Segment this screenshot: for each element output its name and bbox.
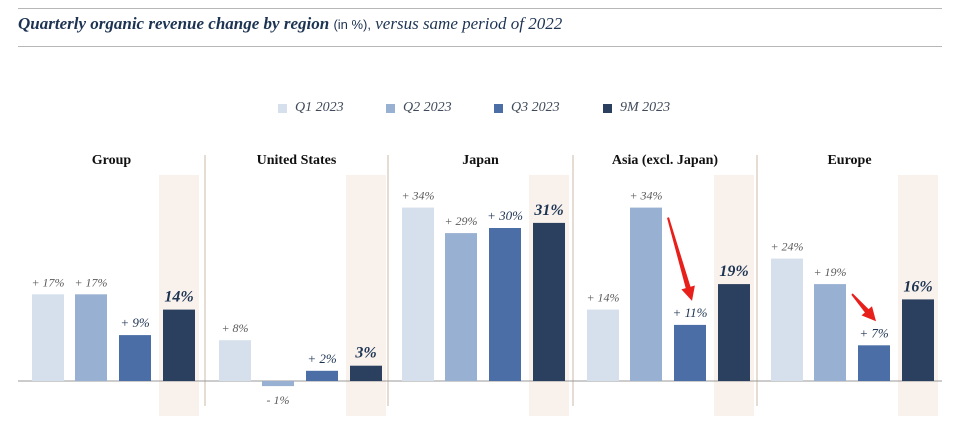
bar-1-0 — [219, 340, 251, 381]
bar-3-0 — [587, 309, 619, 381]
chart-title-suffix: versus same period of 2022 — [375, 14, 563, 33]
legend-item-q3: Q3 2023 — [494, 100, 560, 116]
bar-2-3 — [533, 222, 565, 381]
data-label-1-2: + 2% — [307, 351, 337, 366]
panel-title-4: Europe — [827, 153, 871, 168]
data-label-2-3: 31% — [533, 202, 563, 219]
data-label-4-0: + 24% — [770, 240, 803, 254]
bar-2-1 — [445, 233, 477, 381]
data-label-2-1: + 29% — [444, 214, 477, 228]
bar-2-0 — [402, 207, 434, 381]
data-label-4-3: 16% — [903, 278, 932, 295]
data-label-1-0: + 8% — [221, 321, 248, 335]
data-label-0-1: + 17% — [74, 275, 107, 289]
data-label-1-1: - 1% — [267, 393, 290, 407]
data-label-3-2: + 11% — [673, 305, 708, 320]
legend-item-q2: Q2 2023 — [386, 100, 452, 116]
data-label-3-3: 19% — [719, 263, 748, 280]
bar-4-3 — [902, 299, 934, 381]
panel-title-3: Asia (excl. Japan) — [612, 153, 719, 168]
chart-title-unit: (in %), — [333, 17, 371, 32]
data-label-4-1: + 19% — [813, 265, 846, 279]
bar-0-3 — [163, 309, 195, 381]
data-label-3-1: + 34% — [629, 189, 662, 203]
bar-2-2 — [489, 228, 521, 381]
bar-1-2 — [306, 370, 338, 381]
bar-0-0 — [32, 294, 64, 381]
bar-0-2 — [119, 335, 151, 381]
panel-title-0: Group — [92, 153, 132, 168]
bar-1-1 — [262, 381, 294, 387]
chart-title: Quarterly organic revenue change by regi… — [18, 14, 562, 34]
bar-4-2 — [858, 345, 890, 381]
chart-title-main: Quarterly organic revenue change by regi… — [18, 14, 330, 33]
data-label-0-3: 14% — [164, 289, 193, 306]
data-label-0-0: + 17% — [31, 275, 64, 289]
bar-4-0 — [771, 258, 803, 381]
title-rule — [18, 46, 942, 47]
annotation-arrow-1 — [851, 293, 876, 322]
legend-label-q3: Q3 2023 — [511, 100, 560, 115]
bar-1-3 — [350, 365, 382, 381]
data-label-2-0: + 34% — [401, 189, 434, 203]
legend-label-9m: 9M 2023 — [620, 100, 671, 115]
panel-title-2: Japan — [462, 153, 499, 168]
legend-swatch-q1 — [278, 103, 287, 113]
legend-label-q2: Q2 2023 — [403, 100, 452, 115]
data-label-4-2: + 7% — [859, 325, 889, 340]
data-label-1-3: 3% — [354, 345, 376, 362]
data-label-2-2: + 30% — [487, 208, 523, 223]
annotation-arrow-0 — [667, 217, 695, 301]
legend: Q1 2023 Q2 2023 Q3 2023 9M 2023 — [0, 100, 960, 122]
top-rule — [18, 8, 942, 9]
bar-4-1 — [814, 284, 846, 381]
bar-3-2 — [674, 324, 706, 381]
legend-swatch-q3 — [494, 103, 503, 113]
legend-label-q1: Q1 2023 — [295, 100, 344, 115]
legend-swatch-q2 — [386, 103, 395, 113]
legend-swatch-9m — [603, 103, 612, 113]
data-label-0-2: + 9% — [120, 315, 150, 330]
data-label-3-0: + 14% — [586, 291, 619, 305]
bar-0-1 — [75, 294, 107, 381]
panel-title-1: United States — [257, 153, 337, 168]
legend-item-9m: 9M 2023 — [603, 100, 670, 116]
legend-item-q1: Q1 2023 — [278, 100, 344, 116]
bar-3-1 — [630, 207, 662, 381]
bar-3-3 — [718, 284, 750, 381]
